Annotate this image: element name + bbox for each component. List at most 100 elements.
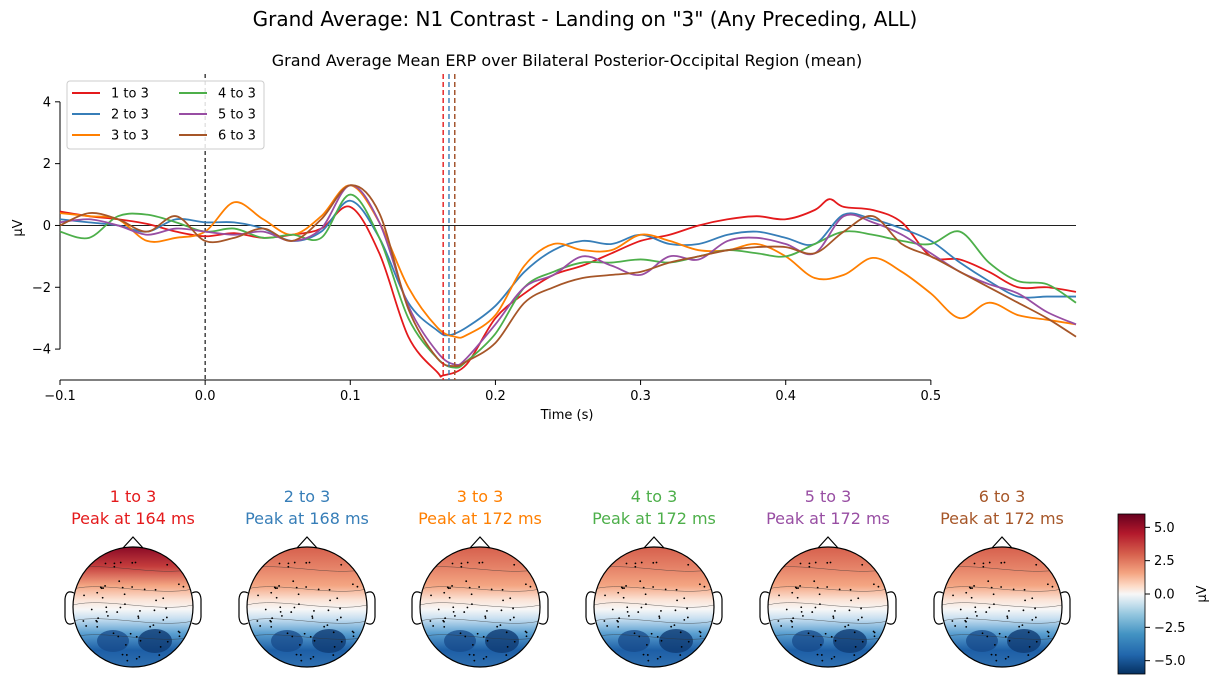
- topomap-electrode: [970, 596, 973, 599]
- x-tick-label: 0.4: [775, 389, 796, 404]
- colorbar-tick-label: 2.5: [1154, 554, 1175, 569]
- topomap-contour: [73, 602, 193, 608]
- topomap-electrode: [778, 594, 780, 597]
- topomap-right-ear: [886, 591, 897, 625]
- topomap-electrode: [1006, 617, 1009, 619]
- topomap-electrode: [303, 632, 306, 635]
- topomap-contour: [942, 586, 1062, 592]
- topomap-electrode: [873, 631, 876, 634]
- topomap-electrode: [796, 596, 799, 599]
- topomap-contour: [768, 634, 888, 640]
- topomap-left-posterior-minimum: [618, 630, 650, 652]
- topomap-electrode: [287, 562, 290, 565]
- topomap-3-to-3: 3 to 3 Peak at 172 ms: [411, 487, 549, 668]
- topomap-electrode: [634, 565, 637, 568]
- topomap-head-outline: [419, 546, 541, 668]
- topomap-electrode: [673, 624, 676, 626]
- topomap-electrode: [998, 632, 1001, 635]
- topomap-electrode: [152, 624, 155, 626]
- topomap-electrode: [838, 588, 841, 591]
- topomap-electrode: [298, 603, 300, 606]
- topomap-electrode: [339, 616, 342, 619]
- topomap-electrode: [512, 616, 515, 619]
- topomap-electrode: [981, 632, 984, 635]
- topomap-electrode: [177, 583, 180, 586]
- topomap-electrode: [1027, 654, 1030, 656]
- topomap-electrode: [118, 580, 121, 583]
- topomap-electrode: [449, 587, 451, 590]
- topomap-electrode: [1035, 640, 1038, 643]
- topomap-electrode: [134, 561, 137, 564]
- topomap-contour: [73, 586, 193, 592]
- topomap-electrode: [96, 591, 99, 594]
- topomap-electrode: [299, 654, 302, 656]
- topomap-electrode: [486, 639, 489, 642]
- topomap-electrode: [496, 625, 499, 628]
- topomap-electrode: [481, 561, 484, 564]
- topomap-electrode: [686, 607, 688, 610]
- topomap-electrode: [794, 586, 797, 589]
- topomap-electrode: [113, 562, 116, 565]
- topomap-contour: [420, 634, 540, 640]
- topomap-electrode: [642, 586, 645, 589]
- topomap-left-ear: [933, 591, 944, 625]
- topomap-electrode: [317, 588, 320, 591]
- topomap-condition-label: 2 to 3: [284, 487, 331, 506]
- topomap-electrode: [847, 624, 850, 626]
- topomap-electrode: [336, 619, 339, 621]
- x-tick-label: 0.5: [921, 389, 942, 404]
- topomap-electrode: [830, 657, 833, 660]
- topomap-electrode: [1046, 583, 1049, 586]
- topomap-electrode: [336, 597, 339, 600]
- topomap-electrode: [300, 659, 303, 662]
- topomap-electrode: [797, 587, 799, 590]
- topomap-electrode: [484, 617, 487, 619]
- topomap-right-posterior-minimum: [138, 629, 172, 653]
- topomap-electrode: [686, 616, 689, 619]
- topomap-electrode: [1031, 597, 1034, 600]
- x-tick-label: 0.2: [485, 389, 506, 404]
- topomap-electrode: [459, 632, 462, 635]
- y-tick-label: 2: [43, 157, 51, 172]
- topomap-electrode: [664, 588, 667, 591]
- topomap-contour: [594, 602, 714, 608]
- topomap-electrode: [165, 607, 167, 610]
- topomap-electrode: [860, 607, 862, 610]
- topomap-electrode: [465, 580, 468, 583]
- topomap-contour: [768, 602, 888, 608]
- topomap-electrode: [699, 631, 702, 634]
- topomap-electrode: [645, 603, 647, 606]
- colorbar-tick-label: 5.0: [1154, 521, 1175, 536]
- series-line-6-to-3: [59, 184, 1077, 368]
- topomap-electrode: [826, 561, 829, 564]
- topomap-electrode: [113, 565, 116, 568]
- colorbar-tick-label: −2.5: [1154, 621, 1186, 636]
- topomap-electrode: [1000, 586, 1003, 588]
- legend-entry-4-to-3: 4 to 3: [179, 87, 256, 102]
- topomap-right-ear: [365, 591, 376, 625]
- topomap-electrode: [659, 656, 662, 658]
- topomap-electrode: [135, 635, 138, 638]
- topomap-electrode: [452, 606, 455, 609]
- topomap-electrode: [356, 585, 359, 588]
- series-line-1-to-3: [59, 198, 1077, 378]
- topomap-electrode: [854, 645, 857, 648]
- topomap-electrode: [270, 620, 272, 623]
- topomap-electrode: [968, 586, 971, 589]
- legend-entry-1-to-3: 1 to 3: [72, 87, 149, 102]
- topomap-left-ear: [585, 591, 596, 625]
- topomap-electrode: [652, 561, 655, 564]
- topomap-electrode: [982, 562, 985, 565]
- topomap-electrode: [832, 615, 835, 618]
- topomap-electrode: [976, 615, 978, 617]
- topomap-electrode: [658, 615, 661, 618]
- topomap-left-ear: [64, 591, 75, 625]
- topomap-electrode: [1007, 656, 1010, 658]
- topomap-contour: [420, 618, 540, 624]
- topomap-contour: [942, 618, 1062, 624]
- topomap-electrode: [293, 606, 296, 609]
- topomap-electrode: [123, 593, 126, 596]
- topomap-electrode: [313, 639, 316, 642]
- topomap-2-to-3: 2 to 3 Peak at 168 ms: [238, 487, 376, 668]
